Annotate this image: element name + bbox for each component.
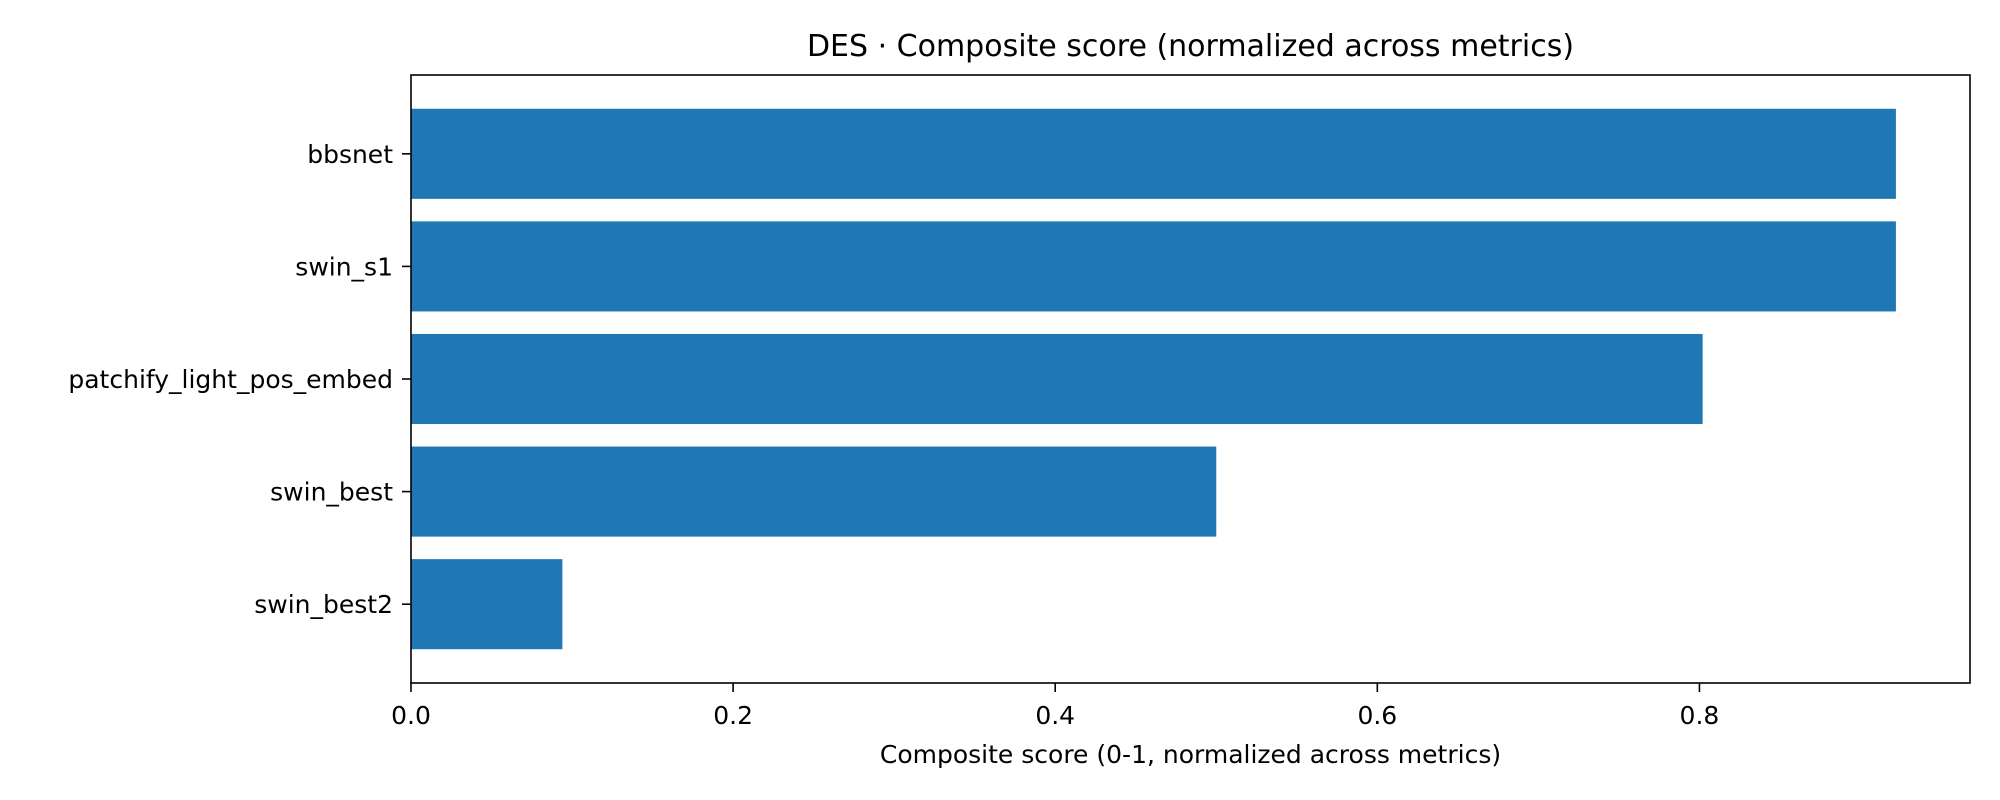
y-tick-label-bbsnet: bbsnet [307,140,393,169]
x-axis-label: Composite score (0-1, normalized across … [880,740,1501,769]
x-tick-label: 0.8 [1680,701,1720,730]
x-tick-label: 0.6 [1357,701,1397,730]
bar-bbsnet [411,108,1896,199]
y-tick-label-swin-best2: swin_best2 [254,590,393,619]
y-ticks-group: bbsnet swin_s1 patchify_light_pos_embedswi… [68,140,411,619]
chart-title: DES · Composite score (normalized across… [807,29,1574,64]
bar-swin-best2 [411,559,563,650]
x-tick-label: 0.0 [391,701,431,730]
y-tick-label-patchify-light-pos-embed: patchify_light_pos_embed [68,365,393,394]
x-tick-label: 0.4 [1035,701,1075,730]
y-tick-label-swin-best: swin_best [270,478,393,507]
bar-swin-s1 [411,221,1896,312]
x-tick-label: 0.2 [713,701,753,730]
y-tick-label-swin-s1: swin_s1 [295,252,393,281]
bar-swin-best [411,446,1217,537]
bars-group [411,108,1896,650]
bar-patchify-light-pos-embed [411,333,1703,425]
x-ticks-group: 0.0 0.2 0.4 0.6 0.8 [391,683,1719,730]
